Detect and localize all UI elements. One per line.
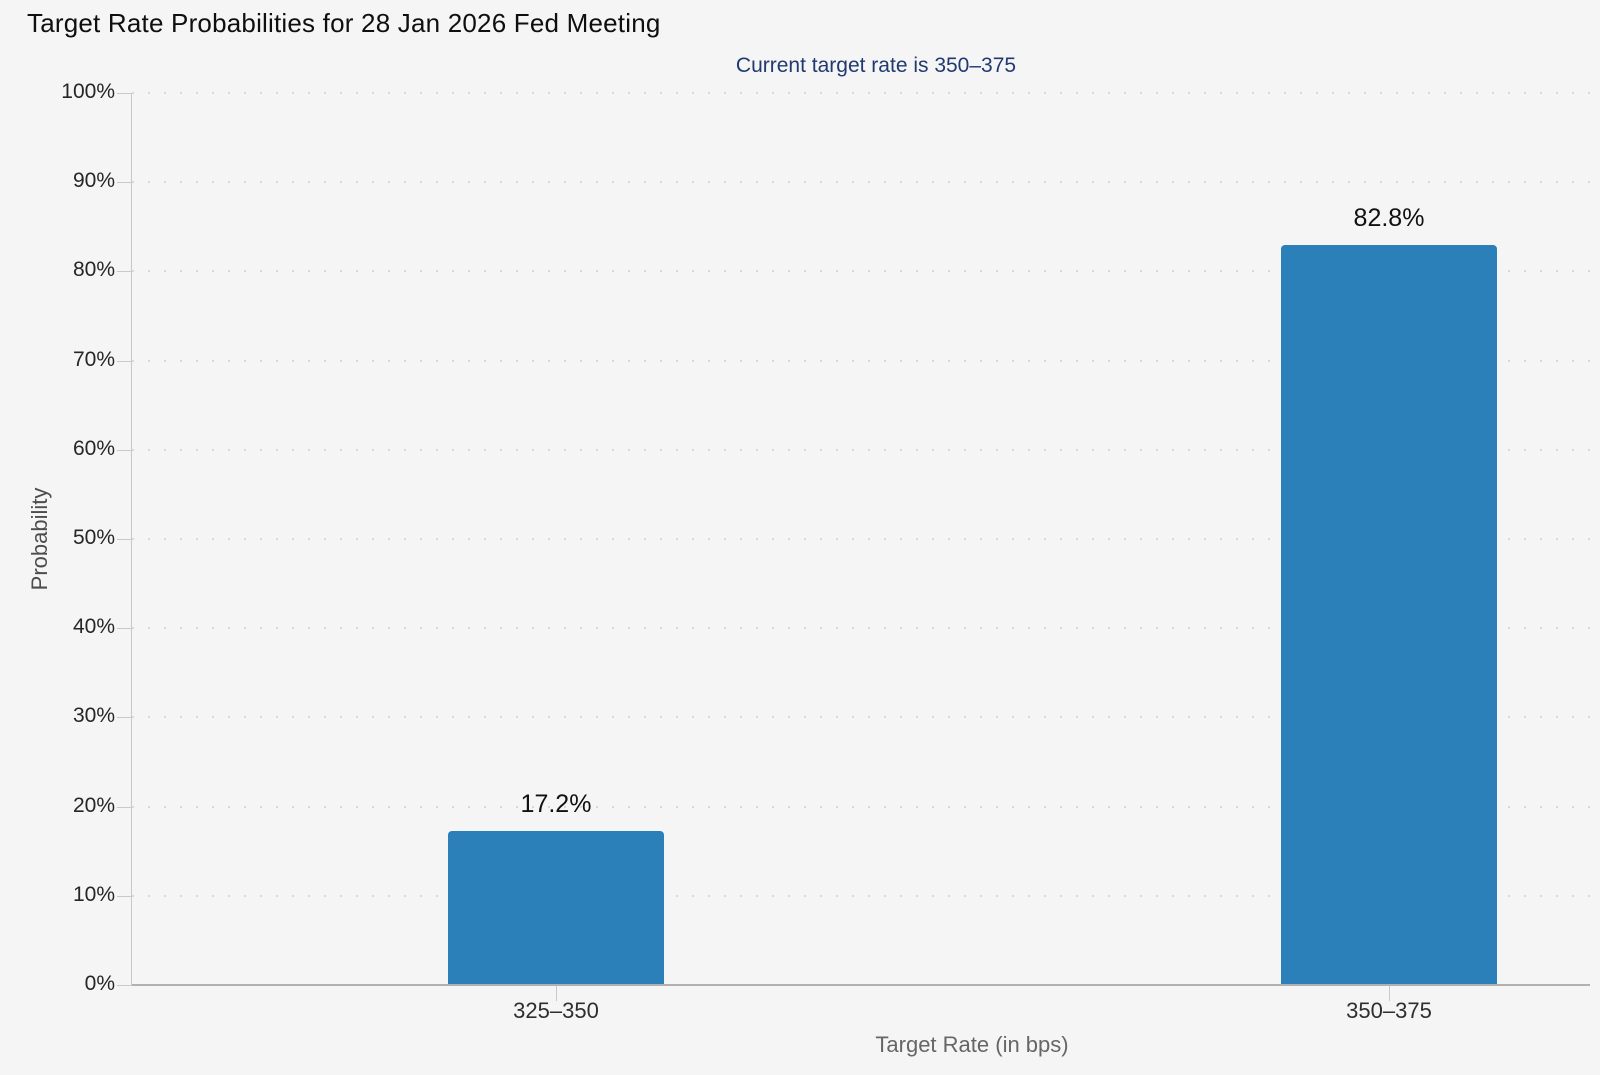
y-axis-tick-label: 100% (61, 80, 115, 103)
y-axis-tick-label: 80% (72, 258, 115, 282)
y-axis-tick-label: 60% (72, 436, 115, 460)
bar-350–375[interactable] (1281, 245, 1497, 984)
bar-value-label: 82.8% (1353, 204, 1425, 233)
y-axis-tick-20 (117, 806, 132, 808)
x-axis-tick (556, 985, 557, 1001)
gridline-30 (132, 716, 1590, 719)
x-axis-baseline (132, 984, 1590, 986)
y-axis-tick-label: 90% (72, 169, 115, 193)
y-axis-tick-10 (117, 895, 132, 897)
x-axis-title: Target Rate (in bps) (875, 1032, 1069, 1057)
gridline-80 (132, 270, 1590, 273)
bar-value-label: 17.2% (520, 789, 592, 818)
y-axis-tick-50 (117, 539, 132, 540)
y-axis-tick-30 (117, 717, 132, 719)
y-axis-tick-label: 40% (72, 615, 115, 639)
chart-subtitle: Current target rate is 350–375 (735, 54, 1017, 77)
gridline-100 (132, 92, 1590, 94)
y-axis-tick-label: 30% (72, 704, 115, 728)
gridline-50 (132, 538, 1590, 540)
y-axis-tick-40 (117, 628, 132, 630)
gridline-10 (132, 894, 1590, 897)
x-axis-category-label: 350–375 (1346, 998, 1432, 1023)
x-axis-category-label: 325–350 (513, 998, 599, 1023)
x-axis-tick (1389, 985, 1390, 1001)
y-axis-tick-90 (117, 182, 132, 184)
y-axis-tick-0 (117, 985, 132, 986)
gridline-90 (132, 181, 1590, 184)
y-axis-tick-label: 0% (84, 972, 115, 995)
gridline-40 (132, 627, 1590, 630)
gridline-70 (132, 359, 1590, 362)
bar-325–350[interactable] (448, 830, 664, 984)
gridline-20 (132, 805, 1590, 808)
chart-title: Target Rate Probabilities for 28 Jan 202… (27, 8, 661, 38)
y-axis-tick-label: 70% (72, 347, 115, 371)
y-axis-tick-70 (117, 360, 132, 362)
y-axis-line (131, 93, 132, 985)
y-axis-tick-label: 20% (72, 793, 115, 817)
y-axis-tick-label: 50% (72, 526, 115, 549)
y-axis-tick-80 (117, 271, 132, 273)
y-axis-tick-label: 10% (72, 882, 115, 906)
y-axis-tick-60 (117, 449, 132, 451)
y-axis-tick-100 (117, 93, 132, 94)
gridline-60 (132, 448, 1590, 451)
